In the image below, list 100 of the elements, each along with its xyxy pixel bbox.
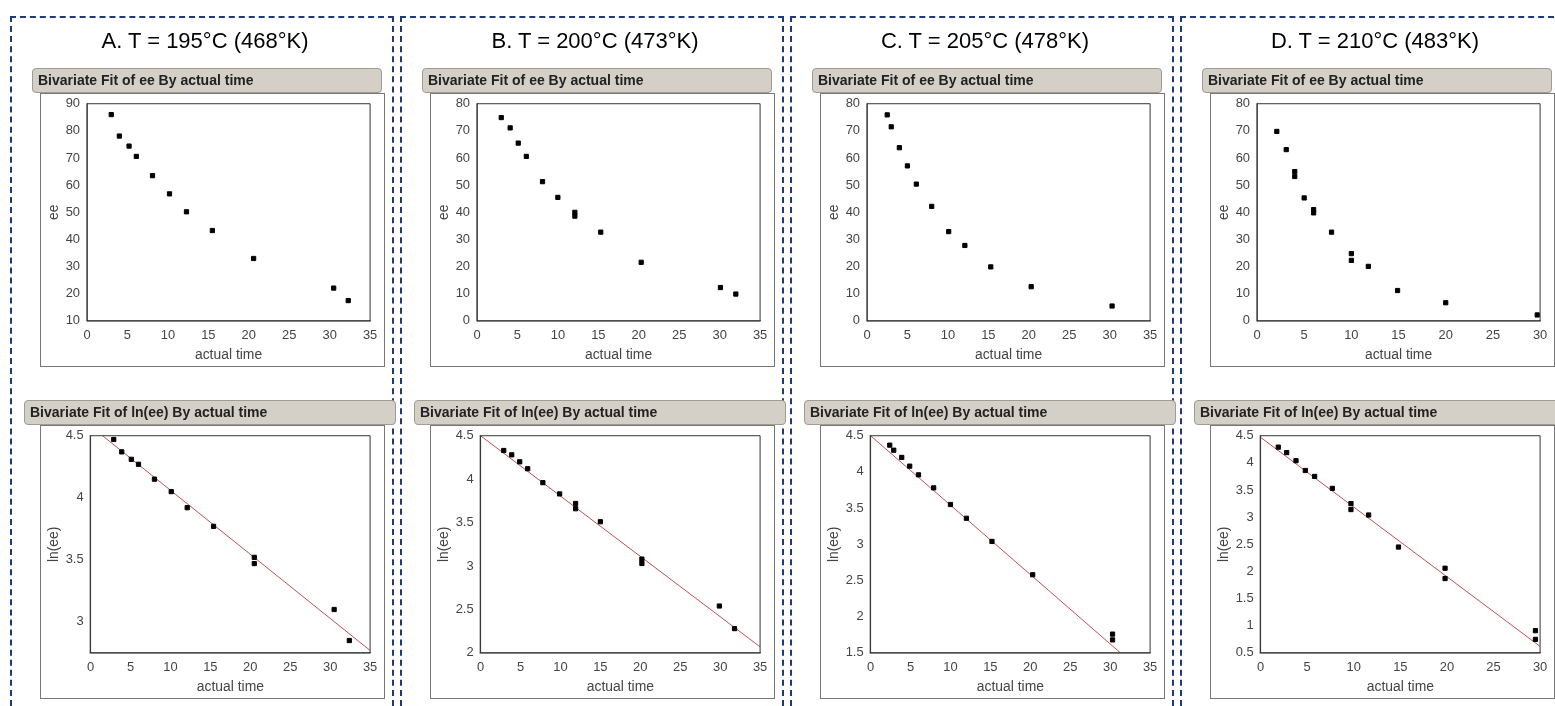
- chart-title: Bivariate Fit of ln(ee) By actual time: [1194, 400, 1555, 425]
- y-tick-label: 30: [65, 258, 81, 274]
- chart-title: A. T = 195°C (468°K): [100, 28, 310, 55]
- point: [126, 143, 132, 149]
- y-tick-label: 3: [76, 613, 84, 629]
- x-tick-label: 20: [633, 659, 648, 675]
- point: [1293, 458, 1299, 464]
- y-tick-label: 20: [455, 258, 471, 274]
- x-tick-label: 25: [1486, 659, 1501, 675]
- point: [149, 173, 156, 179]
- chart-title: Bivariate Fit of ln(ee) By actual time: [804, 400, 1176, 425]
- y-axis-title: ln(ee): [825, 526, 842, 563]
- point: [1443, 300, 1449, 306]
- y-tick-label: 1.5: [1235, 590, 1254, 606]
- chart-subtitle: Bivariate Fit of ee By actual time: [32, 68, 382, 93]
- point: [251, 554, 257, 560]
- x-tick-label: 20: [241, 327, 256, 343]
- y-tick-label: 4.5: [455, 427, 474, 443]
- x-tick-label: 35: [752, 327, 768, 343]
- point: [557, 491, 563, 497]
- y-axis-title: ln(ee): [435, 526, 452, 563]
- point: [151, 476, 158, 482]
- y-tick-label: 4.5: [845, 427, 864, 443]
- point: [988, 264, 994, 270]
- y-tick-label: 2.5: [455, 601, 474, 617]
- point: [183, 209, 190, 215]
- point: [888, 124, 894, 130]
- point: [555, 194, 561, 200]
- y-tick-label: 2.5: [1235, 535, 1254, 551]
- x-tick-label: 30: [1532, 327, 1548, 343]
- point: [989, 538, 995, 545]
- x-tick-label: 15: [983, 659, 998, 675]
- point: [717, 284, 724, 291]
- y-tick-label: 1.5: [845, 644, 864, 660]
- y-tick-label: 0: [462, 312, 471, 328]
- point: [525, 466, 531, 472]
- y-tick-label: 60: [65, 176, 81, 192]
- point: [598, 229, 604, 235]
- y-axis-title: ee: [45, 204, 62, 221]
- x-tick-label: 0: [866, 659, 875, 675]
- x-tick-label: 10: [1344, 327, 1359, 343]
- point: [733, 291, 739, 297]
- point: [639, 560, 645, 567]
- point: [1532, 628, 1539, 634]
- x-axis-title: actual time: [976, 677, 1045, 694]
- y-tick-label: 4.5: [1235, 427, 1254, 443]
- y-axis-title: ee: [1215, 204, 1232, 221]
- point: [963, 515, 970, 521]
- x-tick-label: 20: [631, 327, 646, 343]
- x-tick-label: 5: [903, 327, 912, 343]
- y-tick-label: 2: [1246, 563, 1254, 579]
- point: [184, 505, 190, 511]
- point: [498, 114, 504, 121]
- x-tick-label: 15: [203, 659, 218, 675]
- x-tick-label: 15: [593, 659, 608, 675]
- point: [517, 459, 523, 465]
- y-tick-label: 90: [65, 95, 81, 111]
- x-tick-label: 25: [672, 327, 687, 343]
- y-tick-label: 70: [1235, 122, 1251, 138]
- point: [166, 191, 173, 197]
- point: [638, 259, 644, 265]
- point: [896, 145, 902, 151]
- y-tick-label: 4.5: [65, 427, 84, 443]
- point: [572, 213, 578, 219]
- y-tick-label: 1: [1246, 617, 1254, 633]
- y-tick-label: 3: [466, 557, 474, 573]
- x-tick-label: 35: [362, 327, 378, 343]
- x-tick-label: 25: [282, 327, 297, 343]
- y-tick-label: 3.5: [65, 551, 84, 567]
- x-tick-label: 30: [322, 659, 338, 675]
- y-tick-label: 70: [65, 149, 81, 165]
- y-axis-title: ln(ee): [45, 526, 62, 563]
- y-tick-label: 80: [845, 95, 861, 111]
- x-tick-label: 10: [1346, 659, 1361, 675]
- x-tick-label: 20: [1439, 659, 1455, 675]
- point: [913, 181, 919, 187]
- y-tick-label: 40: [845, 203, 861, 219]
- point: [639, 556, 645, 562]
- x-tick-label: 30: [1102, 659, 1118, 675]
- y-tick-label: 20: [845, 258, 861, 274]
- point: [1366, 512, 1372, 518]
- y-tick-label: 10: [65, 312, 81, 328]
- x-tick-label: 0: [1256, 659, 1265, 675]
- x-tick-label: 0: [86, 659, 95, 675]
- point: [116, 133, 122, 139]
- y-tick-label: 10: [455, 285, 471, 301]
- x-tick-label: 15: [201, 327, 216, 343]
- x-tick-label: 30: [1102, 327, 1117, 343]
- point: [947, 501, 954, 508]
- x-axis-title: actual time: [196, 677, 265, 694]
- x-tick-label: 25: [1063, 659, 1078, 675]
- y-tick-label: 80: [65, 122, 81, 138]
- chart-title: C. T = 205°C (478°K): [879, 28, 1091, 55]
- x-tick-label: 15: [981, 327, 996, 343]
- point: [168, 488, 174, 495]
- chart-title: B. T = 200°C (473°K): [490, 28, 700, 55]
- point: [523, 153, 529, 160]
- point: [1532, 636, 1539, 642]
- y-tick-label: 10: [1235, 285, 1251, 301]
- x-tick-label: 5: [1300, 327, 1308, 343]
